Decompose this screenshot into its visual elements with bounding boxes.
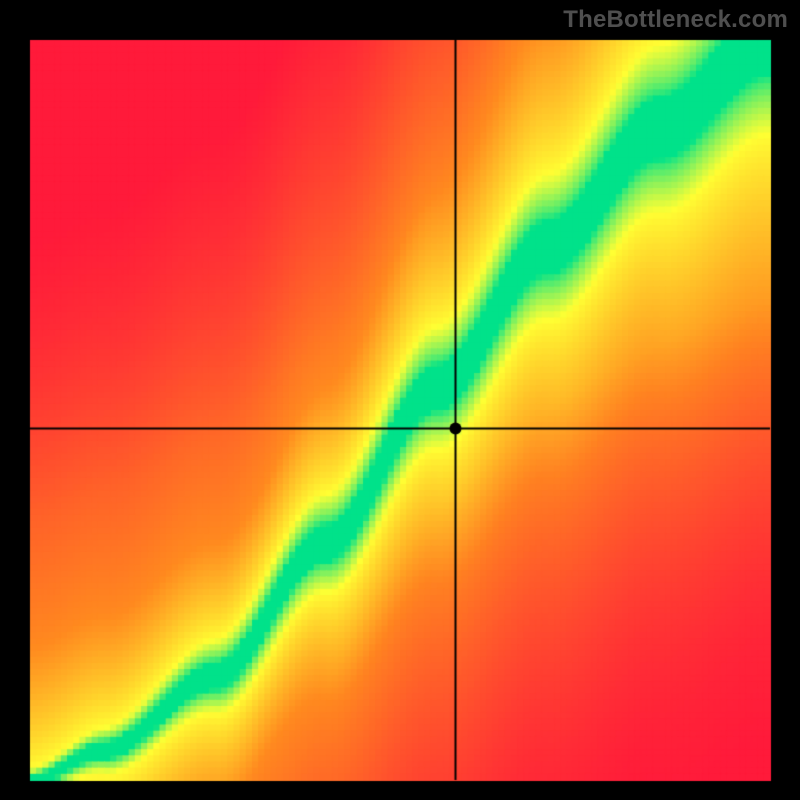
- chart-container: TheBottleneck.com: [0, 0, 800, 800]
- heatmap-canvas: [0, 0, 800, 800]
- watermark-text: TheBottleneck.com: [563, 6, 788, 34]
